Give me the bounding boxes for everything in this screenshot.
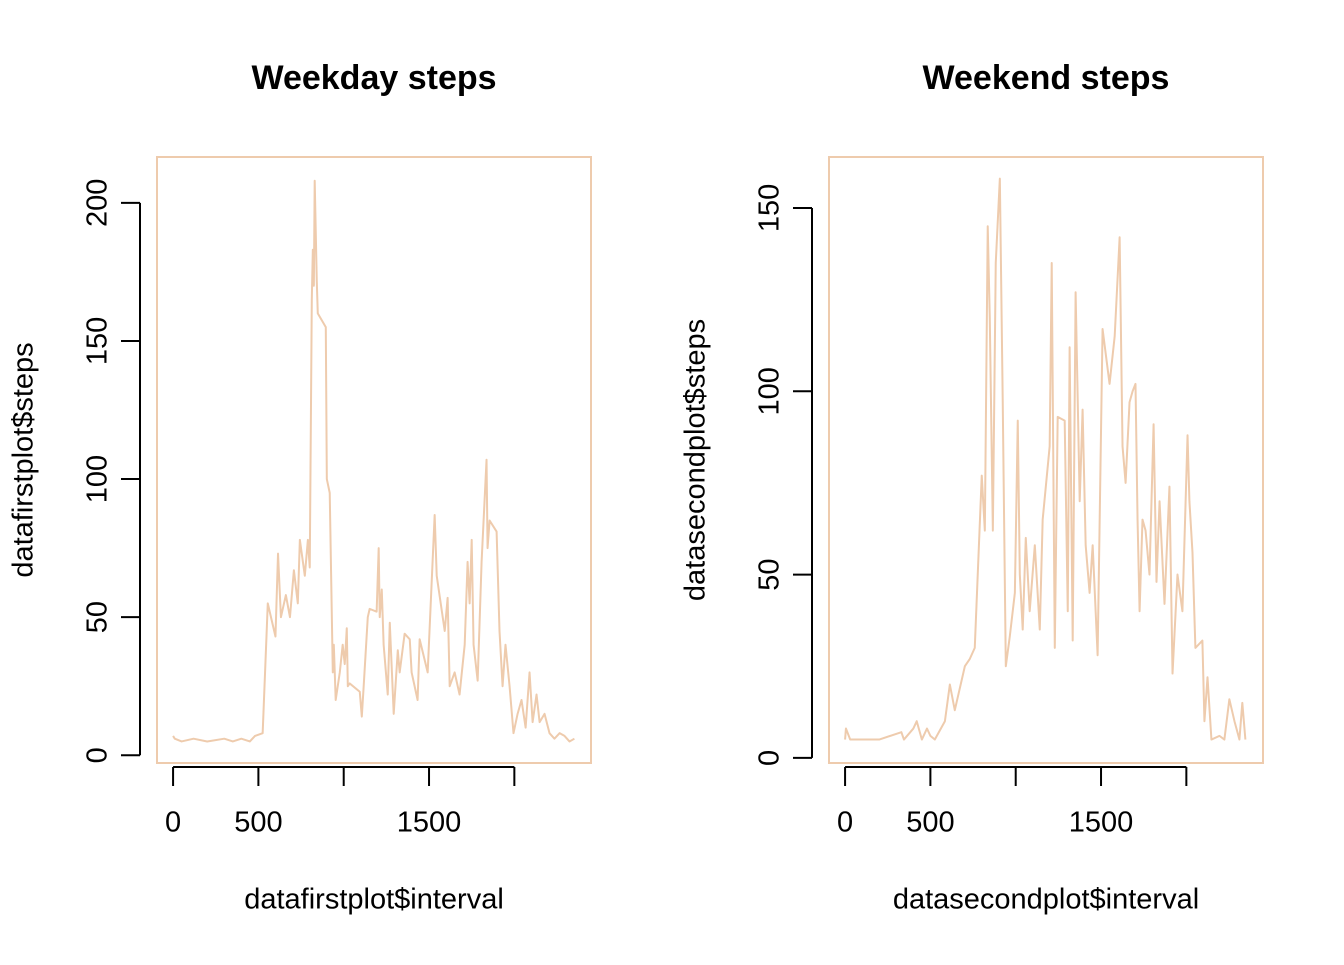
- plot-frame: [156, 156, 592, 764]
- x-tick-label: 500: [234, 807, 282, 839]
- x-axis-title: datafirstplot$interval: [244, 884, 504, 916]
- plot-frame: [828, 156, 1264, 764]
- y-tick-label: 0: [754, 750, 786, 766]
- x-tick-label: 1500: [1069, 807, 1134, 839]
- x-axis-title: datasecondplot$interval: [893, 884, 1199, 916]
- x-tick-label: 0: [837, 807, 853, 839]
- y-tick-label: 100: [82, 455, 114, 503]
- chart-title: Weekday steps: [251, 59, 496, 97]
- y-tick-label: 150: [754, 184, 786, 232]
- y-tick-label: 150: [82, 317, 114, 365]
- x-tick-label: 1500: [397, 807, 462, 839]
- x-tick-label: 0: [165, 807, 181, 839]
- chart-title: Weekend steps: [923, 59, 1170, 97]
- y-tick-label: 0: [82, 747, 114, 763]
- y-tick-label: 100: [754, 367, 786, 415]
- y-tick-label: 50: [754, 558, 786, 590]
- y-tick-label: 200: [82, 179, 114, 227]
- x-tick-label: 500: [906, 807, 954, 839]
- y-tick-label: 50: [82, 601, 114, 633]
- y-axis-title: datasecondplot$steps: [680, 319, 712, 601]
- y-axis-title: datafirstplot$steps: [8, 342, 40, 577]
- data-line: [844, 177, 1247, 741]
- data-line: [172, 179, 575, 743]
